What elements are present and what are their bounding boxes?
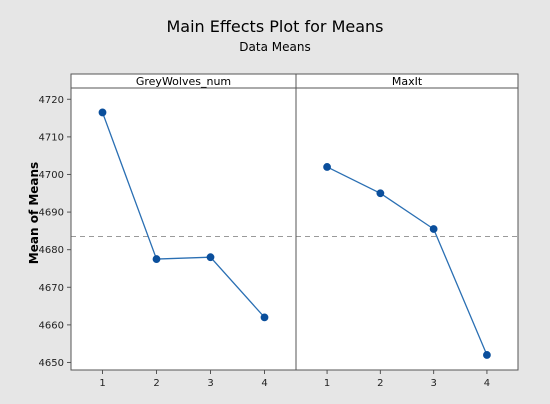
y-tick-label: 4690	[39, 208, 64, 219]
panels: GreyWolves_num 1 2 3 4 MaxIt 1 2 3 4	[70, 73, 519, 389]
x-tick-label: 3	[430, 378, 436, 389]
data-point	[206, 253, 215, 262]
panel-maxit: MaxIt 1 2 3 4	[295, 73, 519, 389]
y-tick-label: 4710	[39, 132, 64, 143]
chart-subtitle: Data Means	[239, 40, 310, 54]
data-point	[98, 108, 107, 117]
data-point	[376, 189, 385, 198]
data-point	[260, 313, 269, 322]
y-axis-label: Mean of Means	[27, 162, 41, 264]
y-tick-label: 4680	[39, 245, 64, 256]
panel-plot-area	[71, 74, 296, 370]
x-tick-label: 2	[377, 378, 383, 389]
data-point	[152, 255, 161, 263]
data-point	[483, 351, 491, 359]
y-tick-label: 4660	[39, 320, 64, 331]
panel-frame	[295, 73, 519, 371]
x-tick-label: 4	[484, 378, 490, 389]
y-tick-label: 4720	[39, 95, 64, 106]
series-line	[326, 166, 488, 356]
panel-plot-area	[296, 74, 518, 370]
chart-title: Main Effects Plot for Means	[166, 17, 383, 36]
data-point	[323, 163, 331, 171]
x-tick-label: 1	[324, 378, 330, 389]
x-tick-label: 1	[99, 378, 105, 389]
x-tick-label: 4	[261, 378, 267, 389]
y-tick-label: 4650	[39, 358, 64, 369]
x-tick-label: 3	[207, 378, 213, 389]
panel-strip-label: MaxIt	[392, 75, 423, 88]
panel-greywolves-num: GreyWolves_num 1 2 3 4	[70, 73, 297, 389]
x-tick-label: 2	[153, 378, 159, 389]
series-line	[101, 112, 265, 318]
data-point	[429, 225, 438, 233]
y-tick-label: 4700	[39, 170, 64, 181]
y-axis: 4650 4660 4670 4680 4690 4700 4710 4720	[39, 95, 71, 369]
y-tick-label: 4670	[39, 283, 64, 294]
panel-strip-label: GreyWolves_num	[136, 75, 231, 88]
